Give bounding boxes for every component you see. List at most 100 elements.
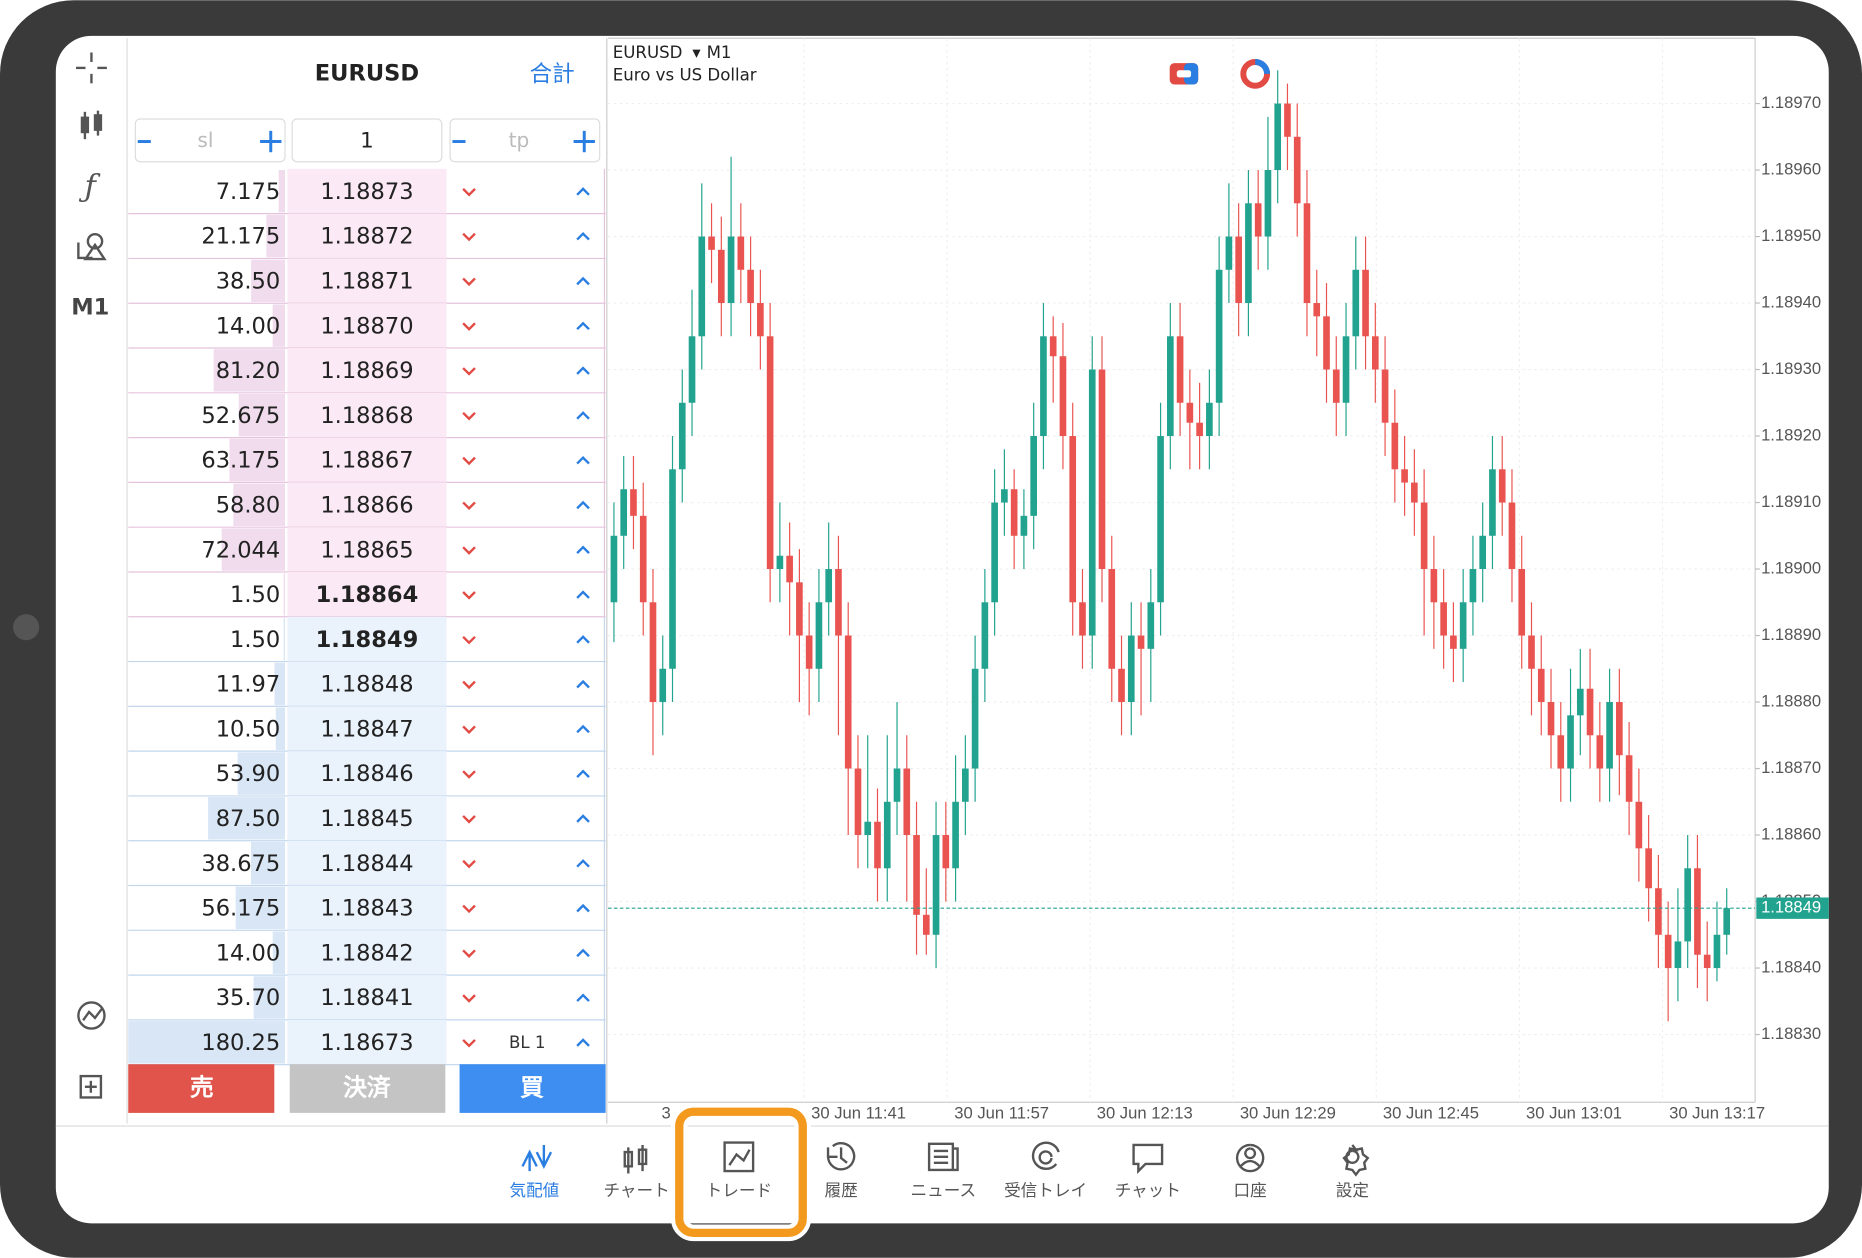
buy-arrow[interactable] bbox=[576, 545, 590, 554]
nav-icon[interactable] bbox=[927, 1142, 959, 1172]
buy-arrow[interactable] bbox=[576, 679, 590, 689]
nav-icon[interactable] bbox=[1235, 1143, 1265, 1173]
sell-arrow[interactable] bbox=[462, 501, 476, 511]
buy-button[interactable] bbox=[459, 1064, 606, 1113]
buy-arrow[interactable] bbox=[576, 321, 590, 331]
chart-description: Euro vs US Dollar bbox=[613, 66, 757, 85]
tp-input[interactable] bbox=[449, 118, 601, 163]
buy-arrow[interactable] bbox=[576, 814, 590, 823]
buy-arrow[interactable] bbox=[576, 231, 590, 241]
indicator-icon[interactable]: ƒ bbox=[79, 168, 101, 204]
symbol-dropdown[interactable]: ▼ bbox=[692, 47, 701, 60]
crosshair-icon[interactable] bbox=[76, 52, 107, 84]
tp-placeholder: tp bbox=[509, 128, 530, 152]
x-tick-label: 30 Jun 12:13 bbox=[1097, 1103, 1193, 1122]
nav-icon[interactable] bbox=[1132, 1143, 1164, 1174]
buy-arrow[interactable] bbox=[576, 455, 590, 465]
sell-arrow[interactable] bbox=[462, 456, 476, 466]
buy-arrow[interactable] bbox=[576, 635, 590, 644]
buy-arrow[interactable] bbox=[576, 1038, 590, 1047]
sell-arrow[interactable] bbox=[462, 994, 476, 1003]
sell-arrow[interactable] bbox=[462, 904, 476, 914]
buy-arrow[interactable] bbox=[576, 903, 590, 913]
candle-body bbox=[952, 801, 959, 869]
nav-label[interactable]: チャート bbox=[603, 1181, 669, 1200]
total-toggle[interactable]: 合計 bbox=[530, 62, 575, 88]
sell-button[interactable] bbox=[128, 1064, 275, 1113]
volume-label: 38.50 bbox=[216, 269, 281, 295]
buy-arrow[interactable] bbox=[576, 948, 590, 958]
buy-arrow[interactable] bbox=[576, 366, 590, 375]
sell-arrow[interactable] bbox=[462, 680, 476, 690]
x-tick-label: 30 Jun 12:29 bbox=[1240, 1103, 1336, 1122]
sell-arrow[interactable] bbox=[462, 635, 476, 645]
new-order-icon[interactable] bbox=[79, 1074, 103, 1099]
buy-arrow[interactable] bbox=[576, 276, 590, 286]
candle-body bbox=[1674, 941, 1682, 969]
one-click-icon[interactable] bbox=[1169, 63, 1199, 85]
nav-icon[interactable] bbox=[521, 1144, 553, 1172]
nav-icon[interactable] bbox=[1031, 1141, 1060, 1171]
sell-arrow[interactable] bbox=[462, 188, 476, 197]
sl-input[interactable] bbox=[134, 118, 286, 163]
buy-arrow[interactable] bbox=[576, 769, 590, 778]
chart-symbol: EURUSD bbox=[613, 43, 683, 62]
sell-arrow[interactable] bbox=[462, 277, 476, 287]
buy-arrow[interactable] bbox=[576, 724, 590, 734]
nav-icon[interactable] bbox=[623, 1144, 648, 1174]
nav-icon[interactable] bbox=[1342, 1144, 1370, 1177]
price-label: 1.18844 bbox=[320, 851, 413, 877]
nav-label[interactable]: 履歴 bbox=[824, 1181, 857, 1200]
sell-arrow[interactable] bbox=[462, 232, 476, 242]
nav-label[interactable]: 気配値 bbox=[509, 1181, 559, 1200]
sell-arrow[interactable] bbox=[462, 815, 476, 824]
volume-label: 180.25 bbox=[201, 1030, 280, 1056]
nav-label[interactable]: 口座 bbox=[1233, 1181, 1266, 1200]
nav-icon[interactable] bbox=[723, 1141, 755, 1173]
sell-arrow[interactable] bbox=[462, 591, 476, 600]
sell-arrow[interactable] bbox=[462, 411, 476, 421]
nav-label[interactable]: 受信トレイ bbox=[1004, 1181, 1087, 1200]
buy-arrow[interactable] bbox=[576, 411, 590, 420]
candle-body bbox=[1625, 755, 1633, 802]
volume-label: 56.175 bbox=[201, 896, 280, 922]
candle-body bbox=[610, 535, 618, 603]
candle-body bbox=[669, 469, 676, 669]
buy-arrow[interactable] bbox=[576, 590, 590, 599]
sell-arrow[interactable] bbox=[462, 1039, 476, 1048]
nav-icon[interactable] bbox=[826, 1142, 856, 1171]
price-cell bbox=[287, 168, 447, 214]
x-tick-label: 30 Jun 11:41 bbox=[811, 1103, 906, 1122]
buy-arrow[interactable] bbox=[576, 859, 590, 868]
sell-arrow[interactable] bbox=[462, 322, 476, 331]
sell-arrow[interactable] bbox=[462, 367, 476, 376]
candle-body bbox=[1001, 489, 1008, 503]
candle-body bbox=[1518, 569, 1526, 636]
sell-arrow[interactable] bbox=[462, 546, 476, 555]
sell-arrow[interactable] bbox=[462, 725, 476, 734]
volume-bar bbox=[251, 841, 285, 885]
nav-label[interactable]: 設定 bbox=[1336, 1181, 1369, 1200]
candle-body bbox=[1196, 422, 1203, 437]
sell-arrow[interactable] bbox=[462, 859, 476, 869]
close-button[interactable] bbox=[289, 1064, 446, 1113]
timeframe-button[interactable]: M1 bbox=[71, 294, 109, 320]
buy-arrow[interactable] bbox=[576, 500, 590, 510]
buy-arrow[interactable] bbox=[576, 187, 590, 196]
analysis-icon[interactable] bbox=[77, 1001, 106, 1030]
candle-body bbox=[1459, 602, 1467, 649]
buy-arrow[interactable] bbox=[576, 993, 590, 1002]
volume-input[interactable] bbox=[291, 118, 443, 163]
trade-level-icon[interactable] bbox=[1240, 59, 1271, 89]
candle-icon[interactable] bbox=[80, 110, 103, 140]
sell-arrow[interactable] bbox=[462, 770, 476, 779]
volume-label: 58.80 bbox=[216, 492, 281, 518]
sell-arrow[interactable] bbox=[462, 949, 476, 958]
candle-body bbox=[1547, 702, 1555, 736]
candle-body bbox=[1635, 801, 1643, 849]
nav-label[interactable]: ニュース bbox=[911, 1181, 977, 1200]
nav-label[interactable]: チャット bbox=[1115, 1181, 1181, 1200]
price-label: 1.18869 bbox=[320, 358, 413, 384]
objects-icon[interactable] bbox=[77, 232, 107, 261]
nav-label[interactable]: トレード bbox=[706, 1181, 772, 1200]
